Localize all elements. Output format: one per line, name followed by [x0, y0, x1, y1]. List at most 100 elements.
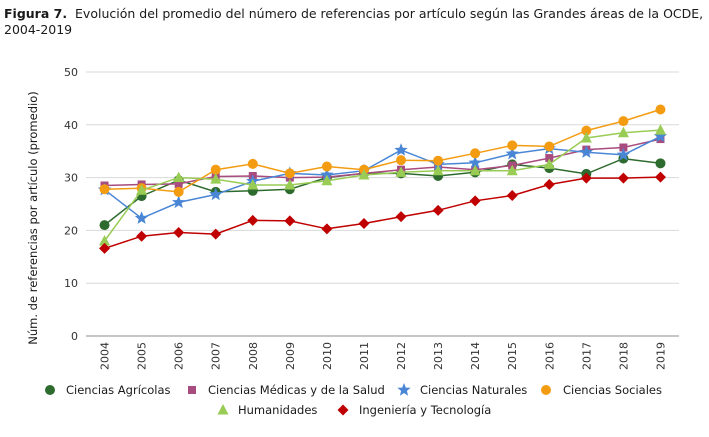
- series-line: [103, 129, 661, 242]
- x-tick-label: 2019: [654, 342, 667, 370]
- x-axis-ticks: 2004 2005 2006 2007 2008 2009 2010 2011 2012 2013…: [99, 342, 668, 370]
- data-point: [545, 154, 554, 163]
- data-point: [470, 148, 481, 159]
- data-point: [580, 172, 592, 184]
- legend-item: Ciencias Naturales: [397, 383, 527, 397]
- data-point: [321, 161, 332, 172]
- data-point: [99, 234, 111, 246]
- data-point: [136, 184, 148, 195]
- data-point: [172, 195, 186, 209]
- data-point: [468, 155, 482, 169]
- data-point: [247, 158, 258, 169]
- data-point: [506, 164, 518, 176]
- legend-label: Ciencias Médicas y de la Salud: [208, 383, 385, 397]
- x-tick-label: 2018: [617, 342, 630, 370]
- y-tick-label: 50: [64, 66, 78, 79]
- legend-marker: [541, 385, 551, 395]
- data-point: [543, 178, 555, 190]
- data-point: [247, 214, 259, 226]
- data-point: [173, 171, 185, 183]
- data-point: [505, 146, 519, 160]
- data-point: [469, 164, 481, 176]
- data-point: [321, 223, 333, 235]
- legend-label: Ciencias Agrícolas: [66, 383, 170, 397]
- data-point: [99, 242, 111, 254]
- y-axis-label: Núm. de referencias por artículo (promed…: [26, 91, 40, 344]
- y-tick-label: 20: [64, 224, 78, 237]
- data-point: [358, 218, 370, 230]
- data-point: [432, 204, 444, 216]
- data-point: [173, 186, 184, 197]
- series-line: [104, 108, 661, 193]
- legend-item: Ciencias Agrícolas: [45, 383, 170, 397]
- series-2: [97, 129, 668, 224]
- data-point: [210, 173, 222, 184]
- data-point: [396, 155, 407, 166]
- figure-label: Figura 7.: [4, 6, 68, 21]
- x-tick-label: 2005: [136, 342, 149, 370]
- data-point: [655, 104, 666, 115]
- legend-item: Humanidades: [217, 403, 317, 417]
- legend-label: Humanidades: [238, 403, 317, 417]
- legend-label: Ciencias Sociales: [563, 383, 662, 397]
- data-point: [654, 171, 666, 183]
- data-point: [358, 168, 370, 180]
- data-point: [653, 129, 668, 143]
- data-point: [321, 174, 333, 186]
- series-3: [99, 104, 666, 197]
- data-point: [395, 211, 407, 223]
- data-point: [506, 190, 518, 202]
- data-point: [99, 220, 110, 231]
- y-tick-label: 40: [64, 119, 78, 132]
- data-point: [619, 143, 628, 152]
- x-tick-label: 2012: [395, 342, 408, 370]
- data-point: [209, 187, 223, 201]
- data-point: [284, 168, 295, 179]
- data-point: [320, 168, 334, 181]
- data-point: [174, 179, 183, 188]
- x-tick-label: 2014: [469, 342, 482, 370]
- data-point: [136, 230, 148, 242]
- data-point: [210, 164, 221, 175]
- legend-label: Ingeniería y Tecnología: [359, 403, 491, 417]
- gridlines: [86, 71, 679, 337]
- figure-title: Evolución del promedio del número de ref…: [4, 6, 704, 37]
- series-line: [104, 157, 661, 226]
- x-tick-label: 2008: [247, 342, 260, 370]
- data-point: [284, 178, 296, 190]
- legend-item: Ciencias Sociales: [541, 383, 662, 397]
- x-tick-label: 2010: [321, 342, 334, 370]
- y-axis-ticks: 0 10 20 30 40 50: [64, 66, 78, 343]
- data-point: [395, 166, 407, 177]
- data-point: [433, 155, 444, 166]
- data-point: [616, 147, 631, 161]
- data-point: [507, 140, 518, 151]
- x-tick-label: 2016: [543, 342, 556, 370]
- y-tick-label: 30: [64, 172, 78, 185]
- data-point: [544, 141, 555, 152]
- x-tick-label: 2013: [432, 342, 445, 370]
- data-point: [134, 211, 149, 224]
- legend-marker: [397, 383, 411, 396]
- data-point: [99, 184, 110, 195]
- series-line: [104, 176, 661, 250]
- x-tick-label: 2004: [99, 342, 112, 370]
- data-point: [655, 158, 666, 169]
- x-tick-label: 2009: [284, 342, 297, 370]
- data-point: [284, 215, 296, 227]
- x-tick-label: 2015: [506, 342, 519, 370]
- series-4: [99, 124, 666, 246]
- data-point: [210, 228, 222, 240]
- series-group: [97, 104, 668, 254]
- data-point: [394, 143, 408, 156]
- legend-label: Ciencias Naturales: [420, 383, 527, 397]
- figure-caption: Figura 7. Evolución del promedio del núm…: [4, 6, 704, 38]
- series-5: [99, 171, 666, 254]
- x-tick-label: 2007: [210, 342, 223, 370]
- data-point: [173, 227, 185, 239]
- data-point: [617, 126, 629, 138]
- data-point: [617, 172, 629, 184]
- legend-marker: [337, 404, 349, 416]
- y-tick-label: 10: [64, 277, 78, 290]
